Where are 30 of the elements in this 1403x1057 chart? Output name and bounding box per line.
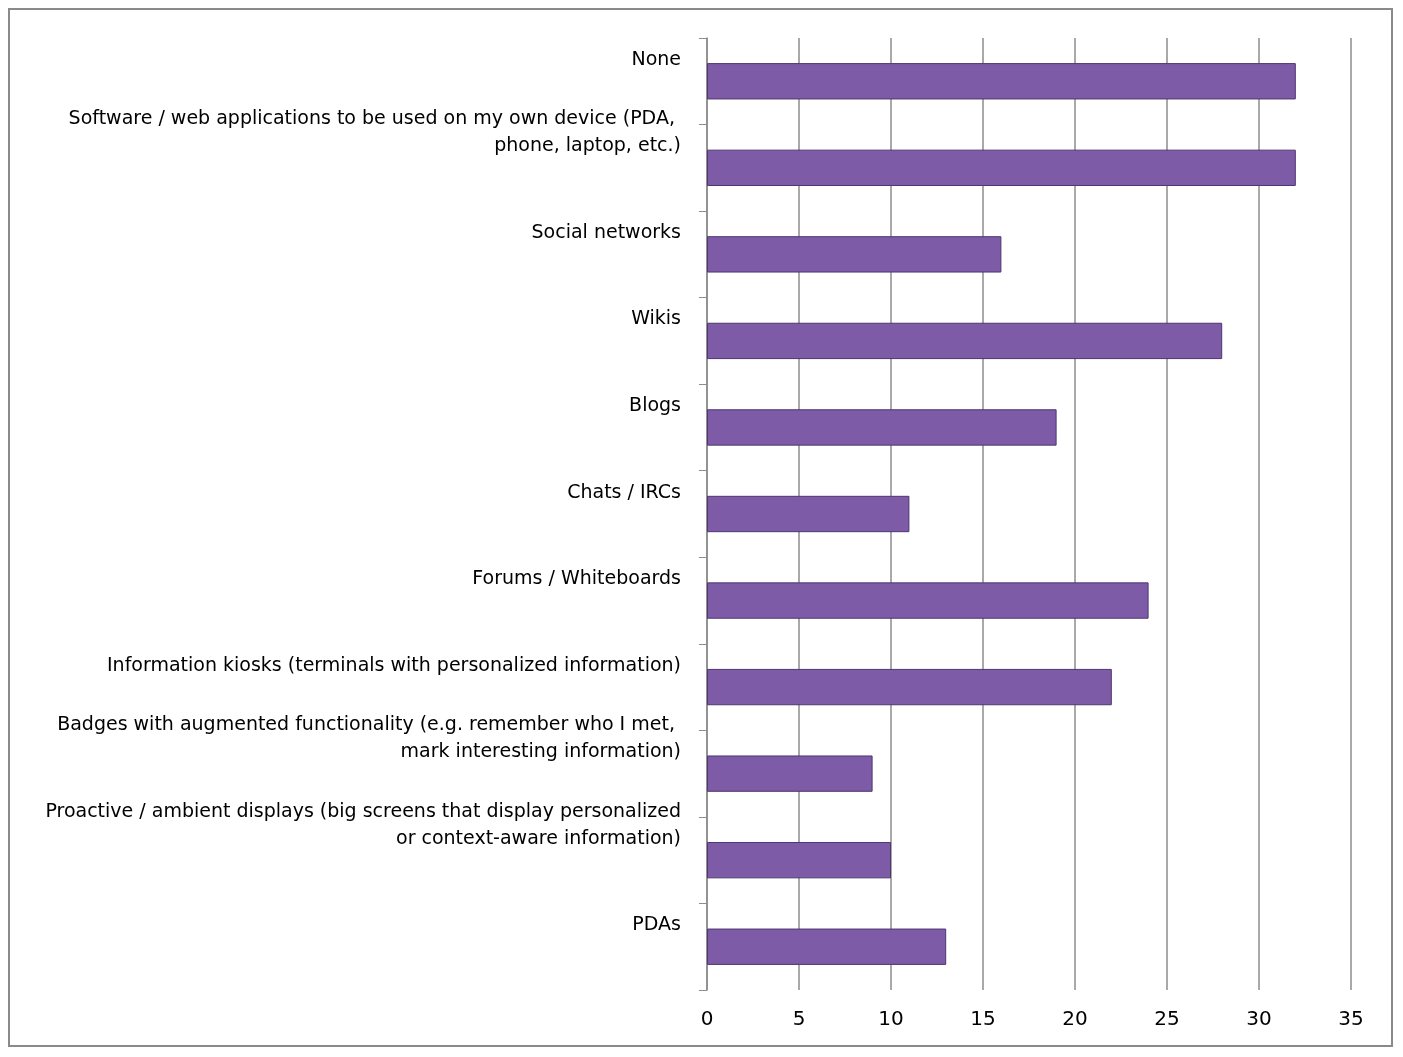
x-tick-label: 25 (1154, 1006, 1180, 1030)
y-tick-label: Social networks (531, 219, 681, 242)
x-tick-label: 10 (878, 1006, 904, 1030)
y-tick-label: Forums / Whiteboards (472, 566, 681, 589)
x-tick-label: 20 (1062, 1006, 1088, 1030)
y-tick-label: Chats / IRCs (567, 479, 681, 502)
y-tick-label: Proactive / ambient displays (big screens that display personalized or context-aware information) (45, 798, 681, 848)
bar (707, 322, 1223, 360)
bar (707, 63, 1296, 100)
y-tick-label: Software / web applications to be used on my own device (PDA, phone, laptop, etc.) (68, 106, 681, 156)
bar (707, 668, 1112, 706)
y-tick-label: PDAs (632, 912, 681, 935)
y-tick-label: Information kiosks (terminals with personalized information) (107, 652, 681, 675)
x-tick-label: 35 (1338, 1006, 1364, 1030)
x-tick-label: 30 (1246, 1006, 1272, 1030)
bar (707, 149, 1296, 186)
x-tick-label: 0 (700, 1006, 714, 1030)
y-tick-label: None (631, 46, 681, 69)
bar (707, 755, 873, 792)
y-tick-label: Blogs (629, 392, 681, 415)
y-tick-label: Wikis (631, 306, 681, 329)
bar (707, 842, 891, 879)
x-tick-label: 5 (792, 1006, 806, 1030)
bar (707, 582, 1149, 619)
x-tick-label: 15 (970, 1006, 996, 1030)
bar (707, 495, 910, 533)
bar (707, 928, 947, 965)
bar (707, 409, 1057, 446)
y-tick-label: Badges with augmented functionality (e.g. remember who I met, mark interesting information) (57, 712, 681, 762)
bar (707, 236, 1002, 273)
